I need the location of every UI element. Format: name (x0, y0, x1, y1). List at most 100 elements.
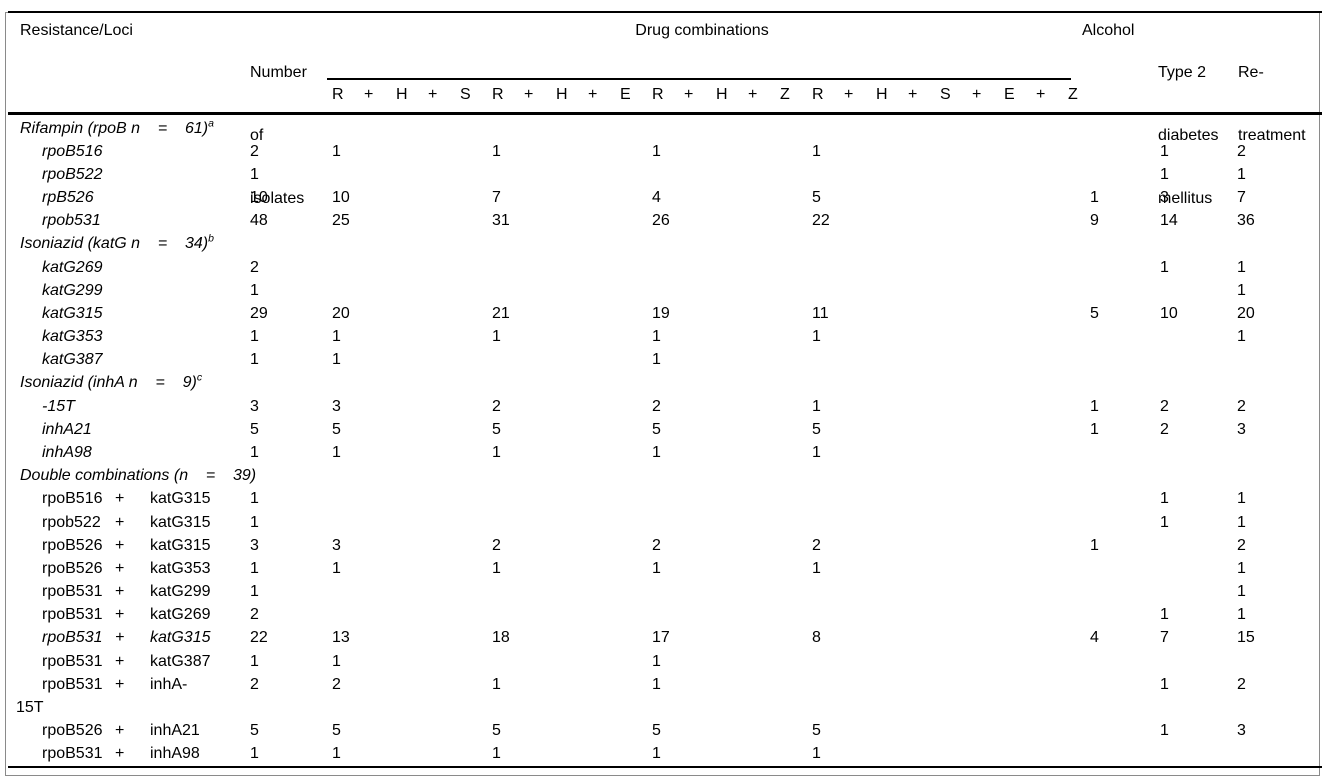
row-label-text: katG353 (42, 328, 103, 346)
table-row: katG315 29 20 21 19 11 5 10 20 (8, 302, 1322, 325)
cell-dm: 2 (1160, 420, 1169, 438)
cell-c1: 2 (332, 675, 341, 693)
locus-first: rpoB531 (42, 745, 103, 763)
drug-token: H (396, 86, 408, 103)
cell-rt: 7 (1237, 189, 1246, 207)
table-row: Double combinations (n = 39) (8, 465, 1322, 488)
drug-token: H (876, 86, 888, 103)
header-separator-rule (8, 112, 1322, 115)
footnote-marker: c (196, 372, 203, 385)
cell-c3: 1 (652, 652, 661, 670)
cell-c1: 1 (332, 328, 341, 346)
cell-c4: 1 (812, 443, 821, 461)
row-label: 15T (8, 699, 250, 717)
cell-iso: 22 (250, 629, 268, 647)
cell-alc: 1 (1090, 189, 1099, 207)
cell-iso: 1 (250, 745, 259, 763)
cell-rt: 2 (1237, 397, 1246, 415)
cell-rt: 3 (1237, 420, 1246, 438)
locus-first: rpoB531 (42, 606, 103, 624)
cell-dm: 1 (1160, 513, 1169, 531)
row-label: rpoB531 + katG315 (8, 629, 250, 647)
row-label: rpoB516 (8, 143, 250, 161)
row-label: Double combinations (n = 39) (8, 467, 256, 485)
table-row: rpB526 10 10 7 4 5 1 3 7 (8, 187, 1322, 210)
cell-iso: 5 (250, 722, 259, 740)
cell-alc: 9 (1090, 212, 1099, 230)
cell-c4: 1 (812, 745, 821, 763)
drug-token: + (844, 86, 854, 103)
row-label-text: Isoniazid (inhA n = 9) (20, 374, 197, 392)
cell-c1: 1 (332, 652, 341, 670)
cell-iso: 2 (250, 606, 259, 624)
cell-c4: 5 (812, 189, 821, 207)
drug-token: + (588, 86, 598, 103)
cell-c4: 5 (812, 722, 821, 740)
header-line: Number (250, 64, 307, 81)
drug-token: R (652, 86, 664, 103)
cell-iso: 1 (250, 652, 259, 670)
row-label: katG387 (8, 351, 250, 369)
cell-rt: 1 (1237, 328, 1246, 346)
table-row: rpoB516 2 1 1 1 1 1 2 (8, 140, 1322, 163)
cell-c1: 10 (332, 189, 350, 207)
cell-c2: 2 (492, 536, 501, 554)
header-line: Type 2 (1158, 64, 1207, 81)
cell-rt: 1 (1237, 490, 1246, 508)
cell-c3: 2 (652, 397, 661, 415)
drug-token: + (524, 86, 534, 103)
header-line: mellitus (1158, 190, 1213, 207)
table-row: rpob522 + katG315 1 1 1 (8, 511, 1322, 534)
cell-c2: 1 (492, 328, 501, 346)
cell-iso: 48 (250, 212, 268, 230)
header-line: of (250, 127, 264, 144)
cell-c3: 19 (652, 304, 670, 322)
footnote-marker: a (208, 117, 214, 130)
drug-combination-letters: R + H + S R + H + E R + H + Z R + H + S + E + Z (332, 86, 1100, 104)
row-label-text: katG299 (42, 281, 103, 299)
table-row: rpoB522 1 1 1 (8, 163, 1322, 186)
cell-c4: 11 (812, 304, 829, 322)
cell-c1: 3 (332, 536, 341, 554)
cell-c4: 1 (812, 559, 821, 577)
cell-c1: 1 (332, 351, 341, 369)
cell-c1: 1 (332, 443, 341, 461)
row-label: rpoB526 + inhA21 (8, 722, 250, 740)
cell-iso: 10 (250, 189, 268, 207)
table-row: rpoB531 + katG315 22 13 18 17 8 4 7 15 (8, 627, 1322, 650)
plus-sign: + (115, 629, 125, 647)
cell-c2: 21 (492, 304, 510, 322)
col-header-drug-combinations: Drug combinations (635, 22, 769, 39)
row-label-text: inhA98 (42, 443, 92, 461)
cell-rt: 2 (1237, 675, 1246, 693)
col-header-retreatment: Re- treatment (1238, 20, 1306, 167)
cell-c3: 26 (652, 212, 670, 230)
cell-iso: 5 (250, 420, 259, 438)
cell-dm: 1 (1160, 606, 1169, 624)
drug-token: R (812, 86, 824, 103)
row-label-text: 15T (16, 698, 44, 716)
row-label-text: inhA21 (42, 420, 92, 438)
table-row: katG269 2 1 1 (8, 256, 1322, 279)
cell-iso: 2 (250, 675, 259, 693)
table-row: Rifampin (rpoB n = 61)a (8, 117, 1322, 140)
cell-c3: 1 (652, 675, 661, 693)
locus-second: katG315 (150, 490, 211, 508)
table-top-rule (8, 11, 1322, 13)
cell-c3: 2 (652, 536, 661, 554)
row-label: Isoniazid (inhA n = 9)c (8, 372, 250, 392)
cell-c1: 20 (332, 304, 350, 322)
cell-dm: 1 (1160, 722, 1169, 740)
row-label: katG269 (8, 259, 250, 277)
plus-sign: + (115, 583, 125, 601)
row-label-text: katG387 (42, 351, 103, 369)
cell-iso: 1 (250, 513, 259, 531)
cell-dm: 1 (1160, 675, 1169, 693)
locus-first: rpoB516 (42, 490, 103, 508)
cell-rt: 1 (1237, 258, 1246, 276)
drug-token: + (908, 86, 918, 103)
footnote-marker: b (208, 233, 214, 246)
cell-c1: 13 (332, 629, 350, 647)
table-row: katG387 1 1 1 (8, 349, 1322, 372)
